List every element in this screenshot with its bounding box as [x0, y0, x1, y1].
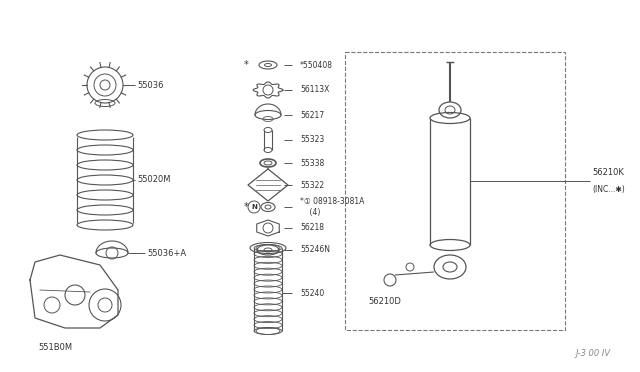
Text: *: *: [243, 60, 248, 70]
Text: 56218: 56218: [300, 224, 324, 232]
Bar: [345, 52, 565, 330]
Text: 56113X: 56113X: [300, 86, 330, 94]
Text: *① 08918-3081A: *① 08918-3081A: [300, 198, 364, 206]
Text: 55036: 55036: [137, 80, 163, 90]
Text: 551B0M: 551B0M: [38, 343, 72, 353]
Text: 56210K: 56210K: [592, 168, 624, 177]
Text: J-3 00 IV: J-3 00 IV: [575, 349, 610, 358]
Text: *550408: *550408: [300, 61, 333, 70]
Text: *: *: [243, 202, 248, 212]
Text: 56217: 56217: [300, 110, 324, 119]
Text: 55036+A: 55036+A: [147, 248, 186, 257]
Text: (INC...✱): (INC...✱): [592, 185, 625, 194]
Text: 55020M: 55020M: [137, 176, 170, 185]
Text: 55240: 55240: [300, 289, 324, 298]
Text: 55338: 55338: [300, 158, 324, 167]
Text: 55323: 55323: [300, 135, 324, 144]
Text: 55322: 55322: [300, 180, 324, 189]
Text: (4): (4): [300, 208, 321, 218]
Text: 56210D: 56210D: [369, 297, 401, 306]
Text: N: N: [251, 204, 257, 210]
Text: 55246N: 55246N: [300, 246, 330, 254]
